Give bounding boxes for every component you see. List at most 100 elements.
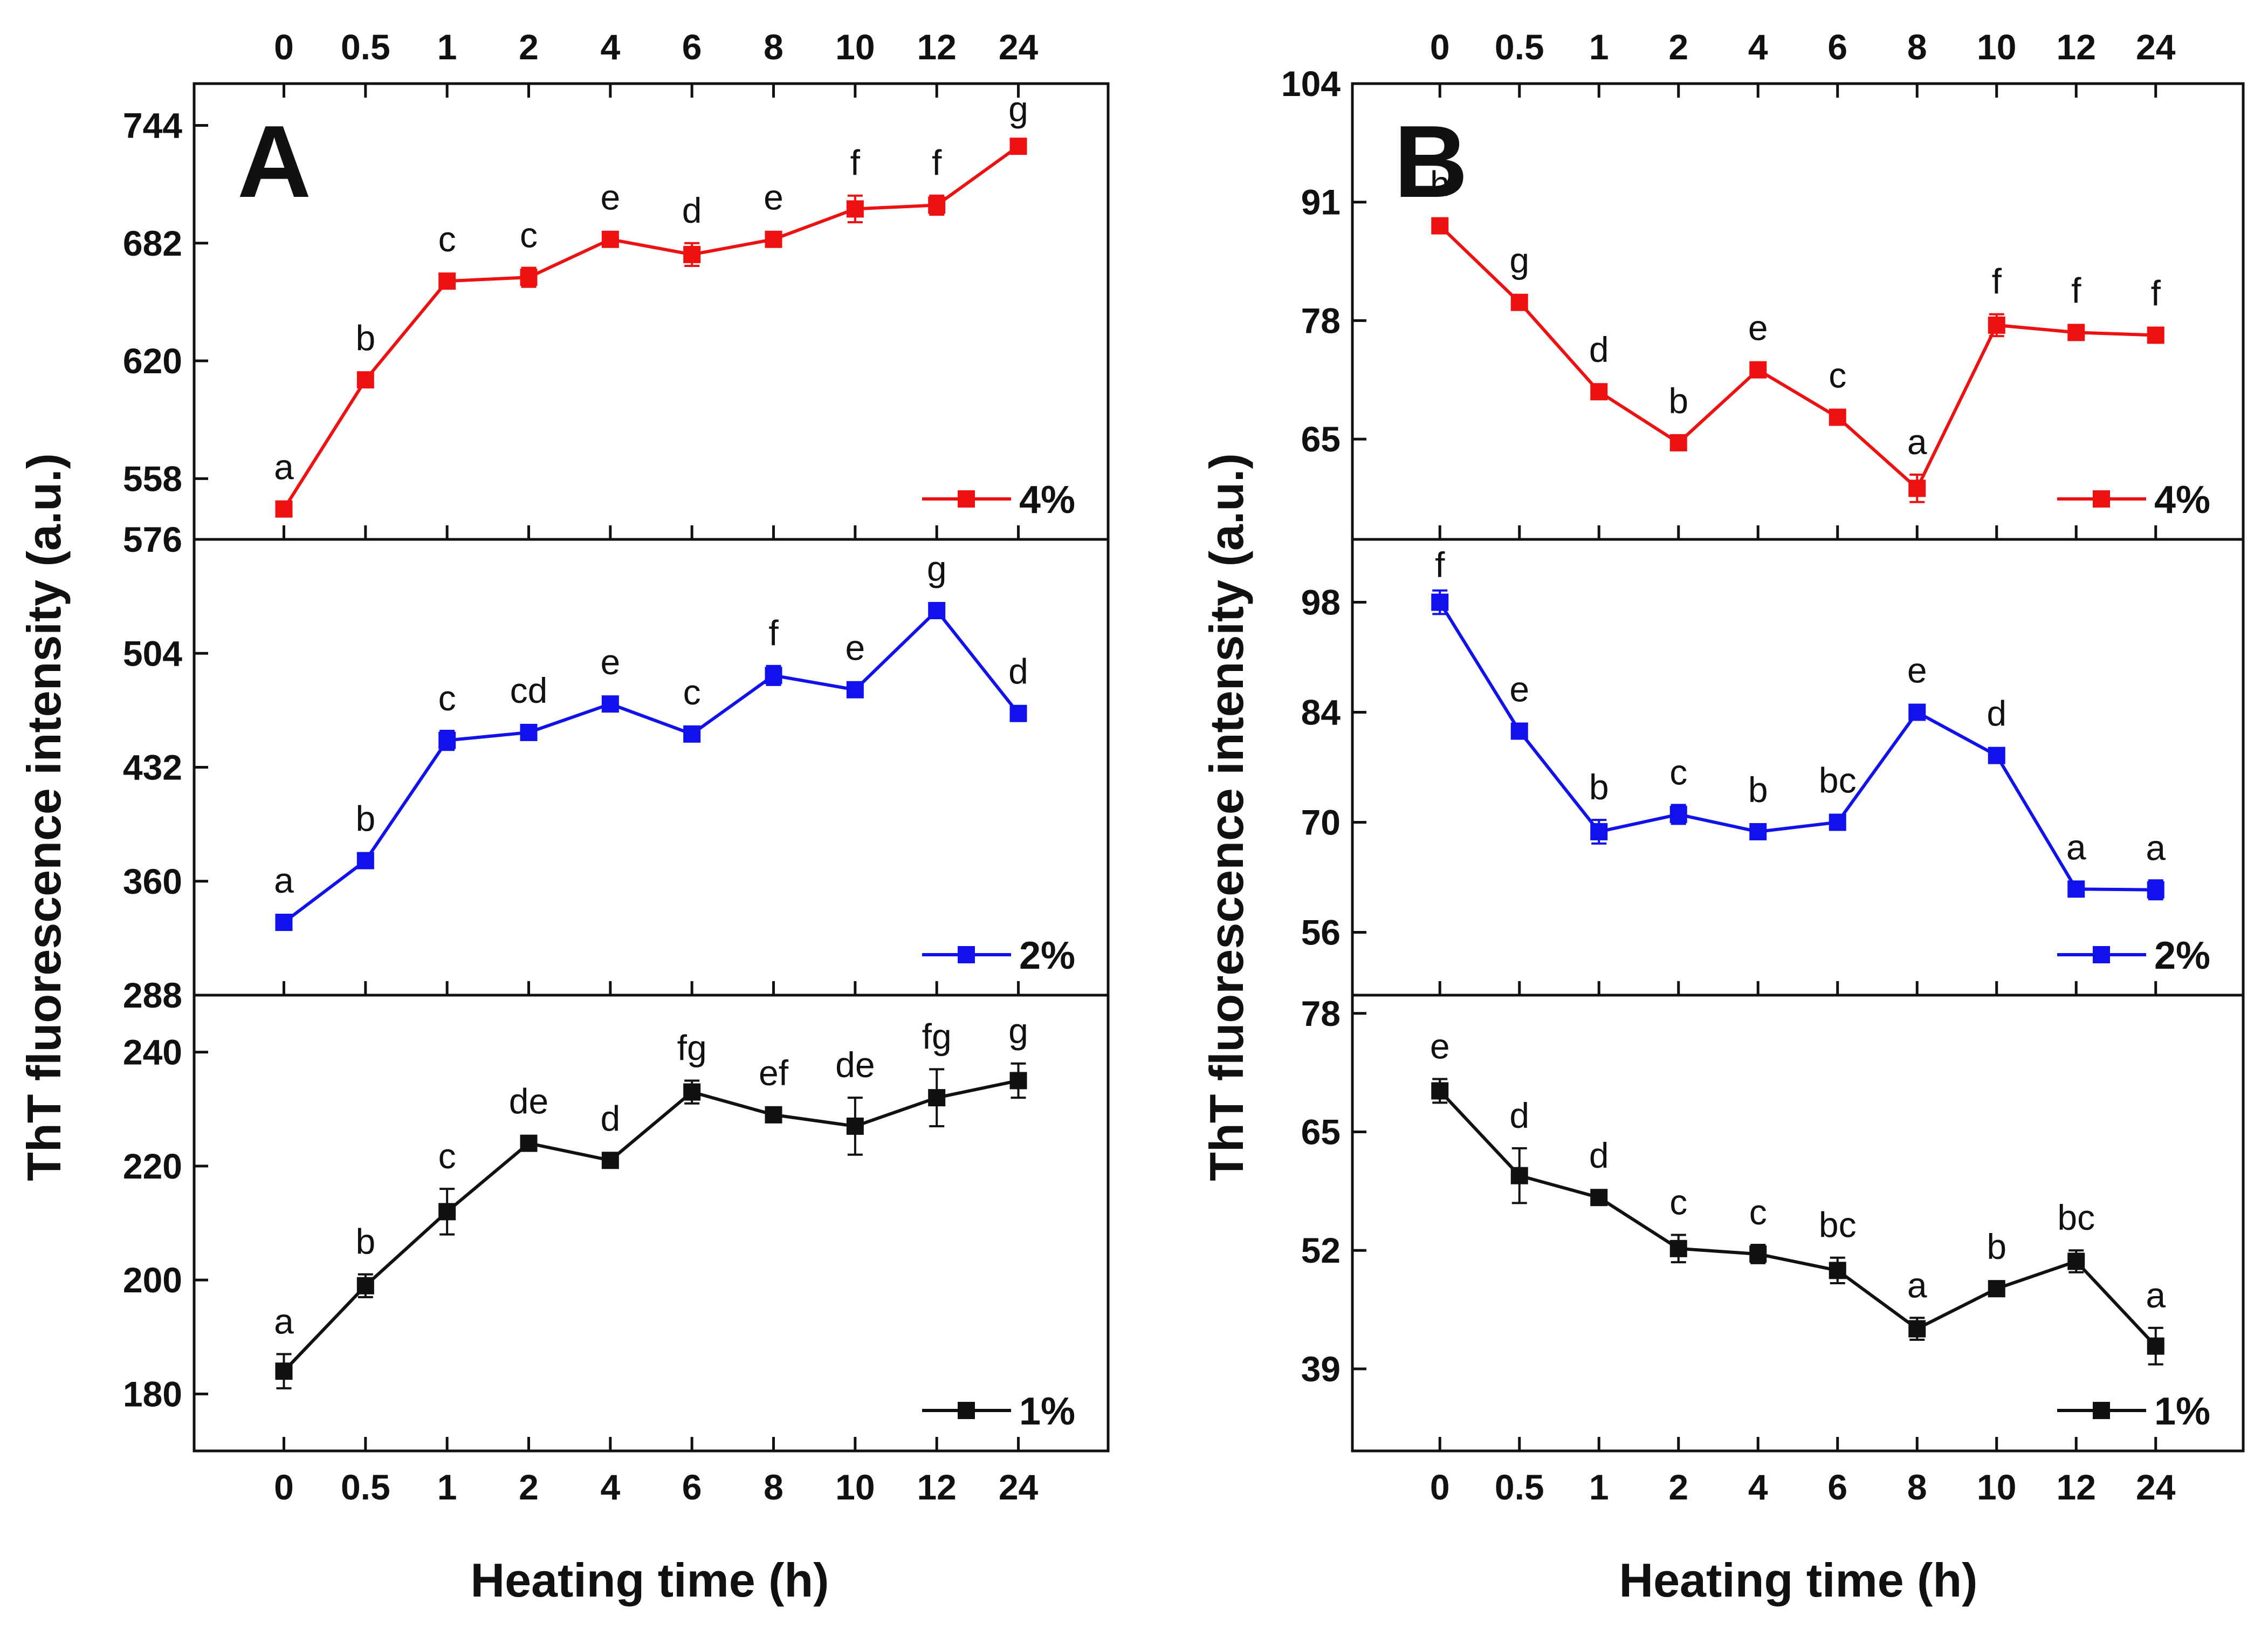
- panel-a-significance-letter: a: [274, 1301, 294, 1341]
- panel-a-y-tick-label: 220: [123, 1146, 182, 1186]
- panel-a-x-tick-label-top: 0.5: [341, 27, 390, 67]
- panel-b-significance-letter: c: [1669, 752, 1687, 792]
- panel-a-significance-letter: c: [520, 215, 538, 255]
- panel-b-data-point: [1590, 823, 1608, 840]
- panel-a-y-tick-label: 432: [123, 748, 182, 787]
- panel-a-y-tick-label: 200: [123, 1260, 182, 1300]
- panel-a-data-point: [765, 1106, 782, 1124]
- panel-a-subplot-2pct: 360 432 504 288 a b c cd e c f e g d 2%: [123, 538, 1110, 1015]
- panel-a-x-tick-label-bottom: 8: [764, 1467, 784, 1507]
- panel-b-data-point: [2067, 1252, 2085, 1270]
- panel-a-legend-marker: [958, 1402, 975, 1419]
- panel-a-data-point: [683, 725, 701, 743]
- panel-a-legend-marker: [958, 490, 975, 508]
- panel-a-legend-label: 2%: [1019, 934, 1075, 977]
- panel-b-x-tick-label-top: 0.5: [1495, 27, 1544, 67]
- panel-b-y-tick-label: 91: [1301, 182, 1341, 222]
- panel-a-significance-letter: e: [764, 177, 784, 217]
- panel-a-significance-letter: d: [600, 1098, 620, 1138]
- panel-b-x-tick-label-top: 12: [2057, 27, 2096, 67]
- panel-b-y-tick-label: 98: [1301, 583, 1341, 622]
- panel-a-x-tick-label-top: 4: [600, 27, 620, 67]
- panel-b-data-point: [1669, 1239, 1687, 1257]
- panel-b-series-line-4pct: [1439, 224, 2156, 491]
- panel-a-x-tick-label-bottom: 24: [999, 1467, 1039, 1507]
- panel-b-data-point: [2067, 880, 2085, 898]
- panel-a-x-tick-label-top: 0: [274, 27, 294, 67]
- axis-titles: Heating time (h) Heating time (h) ThT fl…: [17, 453, 1977, 1607]
- panel-a-y-tick-label: 744: [123, 105, 182, 145]
- panel-a-data-point: [846, 200, 864, 218]
- panel-b-series-line-1pct: [1439, 1090, 2157, 1347]
- panel-b-legend-marker: [2093, 946, 2110, 963]
- panel-a-x-tick-label-top: 8: [764, 27, 784, 67]
- panel-b-data-point: [1510, 1167, 1528, 1184]
- panel-a-y-tick-label: 620: [123, 341, 182, 381]
- panel-b-significance-letter: d: [1509, 1095, 1529, 1135]
- panel-a-x-tick-label-bottom: 1: [437, 1467, 457, 1507]
- panel-b-data-point: [1431, 1082, 1449, 1100]
- panel-b-data-point: [1988, 746, 2005, 764]
- panel-a-significance-letter: g: [927, 549, 947, 588]
- panel-a-data-point: [356, 852, 374, 869]
- panel-b-significance-letter: f: [2071, 270, 2081, 310]
- panel-b-data-point: [1829, 1262, 1846, 1279]
- panel-b-x-tick-label-bottom: 24: [2136, 1467, 2176, 1507]
- panel-a-data-point: [601, 1152, 619, 1169]
- panel-a-data-point: [928, 602, 946, 620]
- panel-a-significance-letter: de: [835, 1045, 875, 1085]
- panel-a-y-tick-label: 360: [123, 861, 182, 901]
- panel-b-significance-letter: bc: [2057, 1197, 2095, 1237]
- panel-a-data-point: [520, 1134, 538, 1152]
- panel-a-data-point: [683, 245, 701, 263]
- panel-a-x-tick-label-top: 1: [437, 27, 457, 67]
- panel-b-data-point: [1908, 1320, 1926, 1338]
- panel-a-data-point: [275, 1362, 293, 1380]
- panel-a-data-point: [601, 230, 619, 248]
- panel-b-y-tick-label: 70: [1301, 802, 1341, 842]
- panel-b-legend-label: 1%: [2154, 1390, 2210, 1433]
- panel-b-data-point: [1431, 217, 1449, 235]
- panel-a-data-point: [356, 1277, 374, 1295]
- panel-b-subplot-1pct: 39 52 65 78 e d d c c bc a b bc a 1%: [1301, 994, 2245, 1453]
- panel-b-x-tick-label-bottom: 1: [1589, 1467, 1609, 1507]
- panel-a-significance-letter: e: [600, 177, 620, 217]
- panel-b-data-point: [2067, 324, 2085, 341]
- panel-b-x-tick-label-bottom: 2: [1668, 1467, 1688, 1507]
- panel-b-legend-label: 2%: [2154, 934, 2210, 977]
- panel-a-data-point: [438, 272, 456, 290]
- panel-b-significance-letter: f: [1992, 262, 2002, 302]
- panel-b-data-point: [2147, 326, 2164, 344]
- panel-b-x-tick-label-bottom: 4: [1748, 1467, 1768, 1507]
- panel-b-legend-label: 4%: [2154, 478, 2210, 522]
- panel-a-significance-letter: f: [850, 143, 861, 183]
- panel-a-data-point: [928, 196, 946, 214]
- panel-b-significance-letter: d: [1987, 694, 2006, 734]
- panel-a-significance-letter: f: [932, 143, 942, 183]
- panel-a-data-point: [520, 723, 538, 741]
- panel-a-data-point: [683, 1083, 701, 1101]
- panel-b-data-point: [1431, 593, 1449, 611]
- panel-b-x-tick-label-bottom: 12: [2057, 1467, 2096, 1507]
- panel-b-x-tick-label-bottom: 8: [1907, 1467, 1927, 1507]
- panel-b-data-point: [2147, 881, 2164, 899]
- panel-b-significance-letter: h: [1430, 164, 1450, 204]
- panel-b-y-tick-label: 65: [1301, 1112, 1341, 1152]
- panel-b-significance-letter: f: [2151, 273, 2161, 313]
- panel-a-y-boundary-label: 288: [123, 975, 182, 1015]
- panel-a-y-tick-label: 558: [123, 458, 182, 498]
- panel-b-label: B: [1394, 105, 1468, 219]
- panel-b-data-point: [1749, 361, 1767, 379]
- panel-a-significance-letter: b: [355, 1222, 375, 1262]
- panel-b-significance-letter: bc: [1819, 1205, 1857, 1245]
- panel-b-y-tick-label: 56: [1301, 912, 1341, 952]
- panel-b-y-tick-label: 104: [1281, 64, 1341, 104]
- panel-b-significance-letter: b: [1748, 770, 1768, 810]
- panel-a-data-point: [846, 1117, 864, 1135]
- panel-b-data-point: [1829, 408, 1846, 426]
- panel-b-significance-letter: a: [1907, 1265, 1927, 1305]
- panel-b-significance-letter: d: [1589, 330, 1609, 369]
- panel-a-subplot-frame: [193, 82, 1110, 541]
- panel-b-data-point: [1590, 383, 1608, 401]
